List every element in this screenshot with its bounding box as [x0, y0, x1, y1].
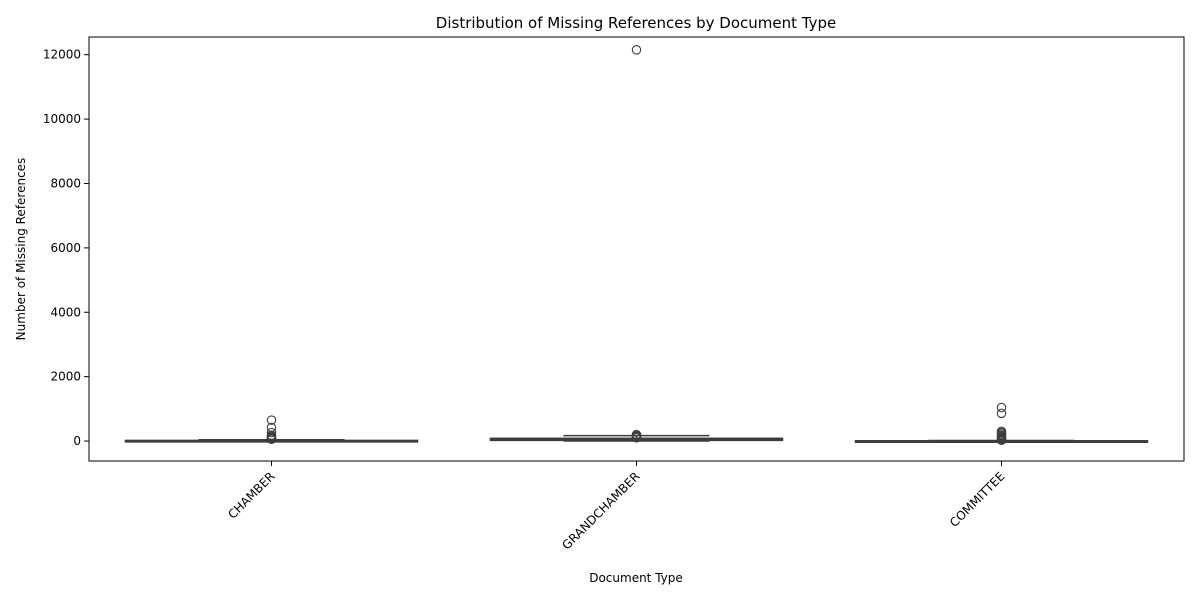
chart-title: Distribution of Missing References by Do…: [436, 14, 836, 32]
outlier-point: [996, 408, 1007, 419]
x-axis-label: Document Type: [589, 571, 683, 585]
outlier-point: [631, 45, 642, 55]
outlier-point: [266, 422, 277, 433]
x-tick-label: GRANDCHAMBER: [559, 469, 642, 552]
y-axis-label: Number of Missing References: [14, 158, 28, 341]
outlier-point: [996, 402, 1007, 413]
y-tick-label: 10000: [43, 112, 81, 126]
y-tick-label: 12000: [43, 48, 81, 62]
y-tick-label: 0: [73, 434, 81, 448]
box-group: [124, 415, 419, 445]
plot-frame: [88, 36, 1185, 462]
outlier-point: [631, 433, 642, 443]
y-tick-label: 4000: [50, 305, 81, 319]
y-tick-label: 8000: [50, 176, 81, 190]
outlier-point: [266, 415, 277, 425]
outlier-point: [996, 435, 1007, 445]
y-tick-label: 2000: [50, 370, 81, 384]
axes: 0 2000 4000 6000 8000 10000 12000 CHAMBER GRANDC…: [43, 48, 1008, 553]
outlier-point: [266, 434, 277, 445]
box-group: [854, 402, 1149, 445]
box-group: [489, 45, 784, 443]
x-tick-label: COMMITTEE: [947, 469, 1008, 530]
plot-area: [124, 45, 1149, 445]
y-tick-label: 6000: [50, 241, 81, 255]
x-tick-label: CHAMBER: [225, 469, 277, 521]
outlier-point: [266, 427, 277, 438]
